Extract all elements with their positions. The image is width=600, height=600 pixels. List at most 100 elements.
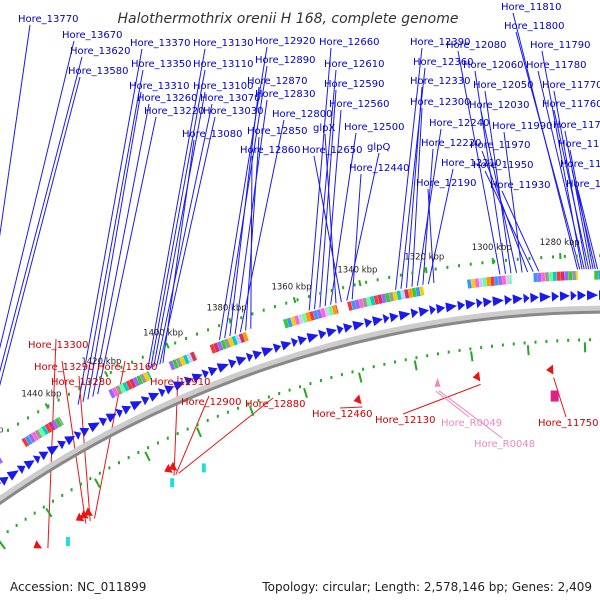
forward-gene: [64, 436, 76, 446]
reverse-gene: [472, 371, 481, 382]
top-connector: [162, 139, 195, 363]
inner-major-tick: [196, 427, 202, 438]
bottom-connector: [178, 397, 274, 474]
top-connector: [150, 69, 206, 369]
cog-segment: [297, 314, 304, 324]
top-connector: [553, 90, 587, 270]
cog-segment: [309, 311, 316, 321]
cog-segment: [58, 416, 64, 426]
top-gene-label: Hore_11770: [542, 80, 600, 91]
bottom-connector: [435, 390, 470, 418]
top-gene-label: Hore_13770: [18, 14, 79, 25]
bottom-gene-label: Hore_13300: [28, 340, 89, 351]
inner-tick: [278, 392, 281, 396]
cog-segment: [238, 333, 246, 343]
inner-tick: [319, 378, 322, 382]
forward-gene: [115, 408, 123, 418]
bottom-gene-label: Hore_11750: [538, 418, 599, 429]
inner-tick: [117, 461, 120, 465]
outer-tick: [458, 264, 461, 268]
top-gene-label: Hore_12610: [324, 59, 385, 70]
top-connector: [234, 99, 268, 335]
forward-gene: [105, 413, 117, 423]
cog-segment: [320, 308, 327, 318]
inner-tick: [534, 340, 537, 344]
forward-gene: [306, 333, 319, 343]
bottom-gene-label: Hore_13280: [51, 377, 112, 388]
forward-gene: [551, 291, 560, 302]
top-connector: [330, 132, 357, 305]
reverse-gene: [168, 461, 178, 471]
top-gene-label: Hore_12830: [255, 89, 316, 100]
top-connector: [480, 110, 518, 274]
top-gene-label: Hore_12850: [247, 126, 308, 137]
cog-segment: [415, 287, 421, 297]
top-gene-label: Hore_13670: [62, 30, 123, 41]
top-gene-label: Hore_13110: [193, 59, 254, 70]
forward-gene: [476, 298, 483, 309]
forward-gene: [148, 392, 160, 402]
cog-segment: [146, 371, 153, 380]
cog-segment: [132, 376, 140, 387]
top-gene-label: Hore_12210: [441, 158, 502, 169]
cog-segment: [301, 313, 308, 323]
top-gene-label: Hore_11760: [542, 99, 600, 110]
top-gene-label: Hore_12240: [429, 118, 490, 129]
rna-gene: [201, 463, 206, 473]
inner-tick: [176, 432, 179, 436]
inner-tick: [51, 499, 54, 503]
forward-gene: [121, 405, 132, 415]
cog-segment: [34, 429, 43, 440]
cog-segment: [396, 290, 402, 301]
genome-title: Halothermothrix orenii H 168, complete g…: [118, 11, 459, 27]
rna-gene: [170, 478, 175, 488]
cog-segment: [347, 301, 353, 311]
bottom-gene-label: Hore_13160: [97, 362, 158, 373]
inner-tick: [186, 427, 189, 431]
cog-segment: [373, 295, 380, 305]
bottom-connector: [173, 375, 179, 476]
top-gene-label: Hore_12190: [416, 178, 477, 189]
top-connector: [250, 155, 253, 329]
top-gene-label: Hore_13130: [193, 38, 254, 49]
forward-gene: [372, 316, 383, 327]
inner-tick: [137, 451, 140, 455]
inner-major-tick: [526, 345, 530, 356]
rna-box: [550, 390, 559, 402]
kbp-tick: [104, 370, 109, 378]
top-gene-label: Hore_12860: [240, 145, 301, 156]
inner-tick: [309, 382, 312, 386]
forward-gene: [207, 366, 218, 377]
outer-tick: [16, 422, 19, 426]
forward-gene: [235, 356, 247, 366]
cog-segment: [136, 375, 144, 385]
forward-gene: [465, 299, 476, 310]
top-connector: [537, 70, 585, 270]
inner-tick: [436, 352, 439, 356]
forward-gene: [191, 373, 203, 383]
backbone: [0, 310, 600, 506]
top-gene-label: Hore_13080: [182, 129, 243, 140]
forward-gene: [382, 314, 390, 324]
top-connector: [427, 188, 435, 284]
inner-tick: [108, 466, 111, 470]
top-gene-label: Hore_13030: [203, 106, 264, 117]
top-connector: [484, 170, 534, 272]
outer-tick: [285, 301, 288, 305]
kbp-tick: [358, 280, 362, 287]
cog-segment: [466, 279, 472, 289]
inner-tick: [447, 350, 450, 354]
inner-tick: [415, 356, 418, 360]
forward-gene: [172, 381, 186, 391]
top-connector: [0, 76, 81, 387]
inner-major-tick: [358, 372, 363, 383]
top-gene-label: Hore_11800: [504, 21, 565, 32]
reverse-gene: [80, 509, 89, 519]
top-connector: [314, 69, 337, 310]
cog-segment: [411, 287, 417, 298]
top-gene-label: glpQ: [367, 142, 390, 153]
outer-tick: [262, 308, 265, 312]
forward-gene: [228, 359, 237, 369]
top-gene-label: Hore_12330: [410, 76, 471, 87]
top-gene-label: Hore_11970: [470, 140, 531, 151]
